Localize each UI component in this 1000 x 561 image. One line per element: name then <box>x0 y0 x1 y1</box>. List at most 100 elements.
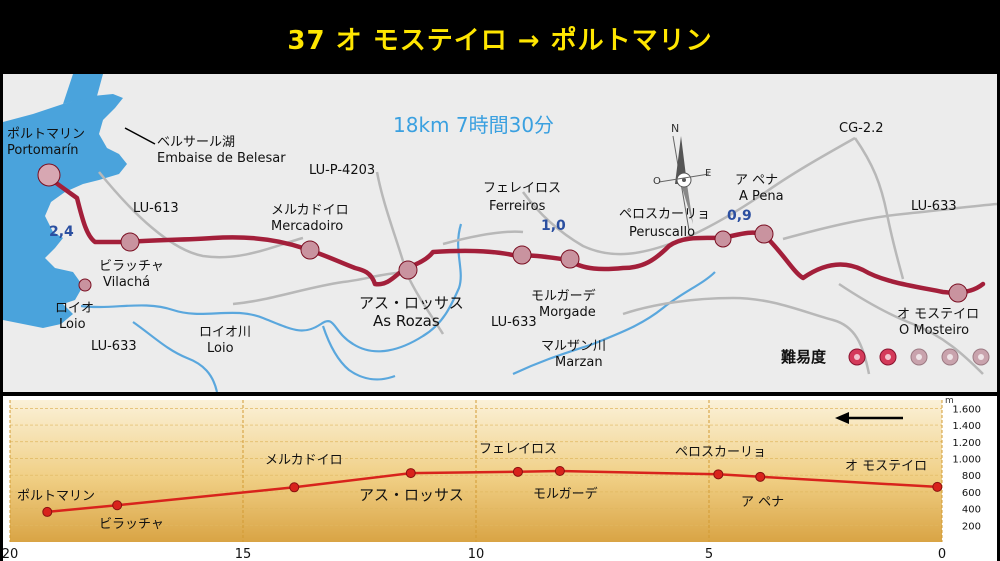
town-morgade <box>560 249 580 269</box>
towns <box>37 163 968 303</box>
compass-needle-south <box>681 184 693 224</box>
label-portomarin-jp: ポルトマリン <box>7 127 85 142</box>
compass: N O E <box>653 122 711 231</box>
y-tick-label: 1.600 <box>952 404 981 415</box>
elevation-point <box>42 506 53 517</box>
road-n1 <box>442 230 524 246</box>
label-omosteiro: O Mosteiro <box>899 323 969 338</box>
rivers <box>80 223 716 392</box>
distance-2: 1,0 <box>541 218 566 234</box>
distance-1: 2,4 <box>49 224 74 240</box>
road-lu633-mid <box>232 270 406 306</box>
place-labels: ポルトマリン Portomarín ベルサール湖 Embaise de Bele… <box>7 127 979 370</box>
town-peruscallo <box>714 230 732 248</box>
label-road-lu613: LU-613 <box>133 201 179 216</box>
label-loio-river: Loio <box>207 341 234 356</box>
elevation-point <box>405 468 416 479</box>
label-vilacha-jp: ビラッチャ <box>99 259 164 274</box>
label-road-cg22: CG-2.2 <box>839 121 884 136</box>
distance-3: 0,9 <box>727 208 752 224</box>
difficulty-icon-core <box>978 354 984 360</box>
plabel-omosteiro: オ モステイロ <box>845 459 927 474</box>
stream-1 <box>132 321 219 392</box>
road-lu613 <box>98 171 304 259</box>
plabel-morgade: モルガーデ <box>533 486 598 502</box>
label-ferreiros: Ferreiros <box>489 199 546 214</box>
marzan-river <box>512 271 716 375</box>
plabel-asrozas: アス・ロッサス <box>359 486 464 504</box>
label-peruscallo: Peruscallo <box>629 225 695 240</box>
elevation-points <box>42 466 943 517</box>
label-mercadoiro: Mercadoiro <box>271 219 343 234</box>
road-south <box>622 296 871 375</box>
plabel-vilacha: ビラッチャ <box>99 517 164 532</box>
town-asrozas <box>398 260 418 280</box>
label-loio-river-jp: ロイオ川 <box>199 325 251 340</box>
label-lake: Embaise de Belesar <box>157 151 286 166</box>
y-tick-label: 400 <box>962 505 981 516</box>
label-apena: A Pena <box>739 189 784 204</box>
label-marzan-jp: マルザン川 <box>541 339 606 354</box>
profile-svg: 1.600 1.400 1.200 1.000 800 600 400 200 m 20 15 1… <box>3 396 997 561</box>
difficulty-icon-core <box>947 354 953 360</box>
plabel-portomarin: ポルトマリン <box>17 489 95 504</box>
elevation-point <box>512 466 523 477</box>
x-tick-label: 0 <box>938 547 946 561</box>
route-map: N O E 18km 7時間30分 ポルトマリン Portomarín ベルサー… <box>3 74 997 392</box>
profile-labels: ポルトマリン ビラッチャ メルカドイロ アス・ロッサス フェレイロス モルガーデ… <box>17 442 927 532</box>
y-tick-label: 200 <box>962 521 981 532</box>
x-tick-label: 20 <box>3 547 18 561</box>
label-road-lup4203: LU-P-4203 <box>309 163 375 178</box>
difficulty-label: 難易度 <box>781 348 827 366</box>
label-mercadoiro-jp: メルカドイロ <box>271 203 349 218</box>
label-peruscallo-jp: ペロスカーリョ <box>619 207 710 222</box>
label-loio-jp: ロイオ <box>55 301 94 316</box>
profile-grid <box>10 408 942 526</box>
difficulty-icon-core <box>916 354 922 360</box>
stream-2 <box>321 325 396 381</box>
label-asrozas: As Rozas <box>373 312 440 330</box>
y-tick-label: 1.400 <box>952 421 981 432</box>
label-asrozas-jp: アス・ロッサス <box>359 294 464 312</box>
lake-pointer <box>124 127 156 145</box>
y-tick-label: 800 <box>962 471 981 482</box>
label-road-lu633-east: LU-633 <box>911 199 957 214</box>
route-title: 37 オ モステイロ → ポルトマリン <box>287 26 713 56</box>
compass-needle-north <box>675 136 687 184</box>
x-tick-label: 15 <box>235 547 252 561</box>
label-morgade-jp: モルガーデ <box>531 288 596 304</box>
profile-y-axis: 1.600 1.400 1.200 1.000 800 600 400 200 <box>952 404 981 532</box>
distance-labels: 2,4 1,0 0,9 <box>49 208 752 240</box>
elevation-point <box>755 471 766 482</box>
profile-distance-lines <box>9 400 943 542</box>
profile-y-unit: m <box>945 396 954 406</box>
y-tick-label: 1.200 <box>952 438 981 449</box>
town-loio <box>78 278 92 292</box>
lake-water <box>3 94 127 328</box>
label-road-lu633-west: LU-633 <box>91 339 137 354</box>
x-tick-label: 5 <box>705 547 713 561</box>
label-lake-jp: ベルサール湖 <box>157 135 235 150</box>
plabel-mercadoiro: メルカドイロ <box>265 453 343 468</box>
profile-x-axis: 20 15 10 5 0 <box>3 547 946 561</box>
town-vilacha <box>120 232 140 252</box>
elevation-point <box>289 482 300 493</box>
route-duration: 18km 7時間30分 <box>393 113 554 137</box>
compass-n: N <box>671 122 679 135</box>
loio-river <box>80 223 463 353</box>
direction-arrow <box>835 412 903 424</box>
label-loio: Loio <box>59 317 86 332</box>
label-vilacha: Vilachá <box>103 275 150 290</box>
title-bar: 37 オ モステイロ → ポルトマリン <box>0 0 1000 74</box>
elevation-point <box>554 466 565 476</box>
town-mercadoiro <box>300 240 320 260</box>
plabel-ferreiros: フェレイロス <box>479 442 557 457</box>
difficulty-icon-core <box>854 354 860 360</box>
compass-e: E <box>705 168 711 179</box>
label-portomarin: Portomarín <box>7 143 79 158</box>
label-apena-jp: ア ペナ <box>735 173 778 188</box>
town-portomarin <box>37 163 61 187</box>
difficulty-legend: 難易度 <box>781 348 990 366</box>
elevation-profile: 1.600 1.400 1.200 1.000 800 600 400 200 m 20 15 1… <box>3 396 997 561</box>
